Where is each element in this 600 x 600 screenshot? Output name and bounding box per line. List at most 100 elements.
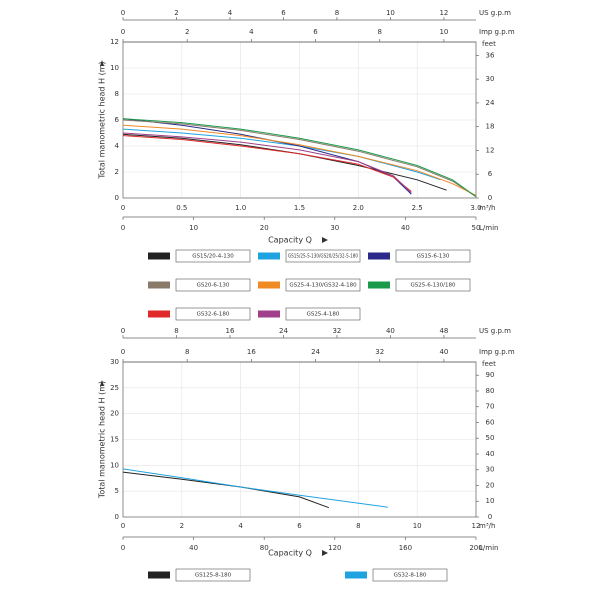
y2-tick-label: 10 <box>486 497 495 505</box>
x-unit: m³/h <box>479 522 495 530</box>
tick-label: 20 <box>260 224 269 232</box>
x-tick-label: 1.5 <box>294 204 305 212</box>
y2-unit: feet <box>482 360 496 368</box>
y2-tick-label: 80 <box>486 387 495 395</box>
x-tick-label: 8 <box>356 522 360 530</box>
y-tick-label: 10 <box>110 461 119 469</box>
tick-label: 32 <box>375 348 384 356</box>
curve <box>122 124 477 196</box>
y-tick-label: 8 <box>115 90 119 98</box>
tick-label: 32 <box>332 327 341 335</box>
y2-tick-label: 12 <box>486 146 495 154</box>
x-tick-label: 12 <box>472 522 481 530</box>
legend-label: GS20-6-130 <box>197 283 230 289</box>
tick-label: 24 <box>311 348 320 356</box>
legend-label: GS32-8-180 <box>394 573 427 579</box>
y-tick-label: 0 <box>115 194 119 202</box>
legend-label: GS15-6-130 <box>417 254 450 260</box>
y-tick-label: 0 <box>115 513 119 521</box>
y-tick-label: 10 <box>110 64 119 72</box>
y2-tick-label: 36 <box>486 51 495 59</box>
y-tick-label: 25 <box>110 384 119 392</box>
legend-box <box>175 249 251 263</box>
y2-tick-label: 90 <box>486 371 495 379</box>
y2-tick-label: 18 <box>486 123 495 131</box>
y-tick-label: 20 <box>110 410 119 418</box>
legend-box <box>285 249 361 263</box>
legend-swatch <box>148 281 170 289</box>
x-tick-label: 2.0 <box>353 204 364 212</box>
legend-swatch <box>258 281 280 289</box>
tick-label: 48 <box>439 327 448 335</box>
y-tick-label: 5 <box>115 487 119 495</box>
axis-unit: US g.p.m <box>479 327 511 335</box>
tick-label: 6 <box>281 9 286 17</box>
tick-label: 2 <box>185 28 189 36</box>
curve <box>122 119 477 198</box>
legend-label: GS25-4-180 <box>307 312 340 318</box>
arrow <box>322 237 328 243</box>
curve <box>122 471 330 509</box>
y2-tick-label: 0 <box>488 194 492 202</box>
arrow <box>322 550 328 556</box>
tick-label: 50 <box>472 224 481 232</box>
x-tick-label: 0.5 <box>176 204 187 212</box>
legend-swatch <box>368 252 390 260</box>
tick-label: 10 <box>386 9 395 17</box>
legend-swatch <box>258 310 280 318</box>
tick-label: 8 <box>335 9 339 17</box>
y-tick-label: 4 <box>115 142 120 150</box>
y-axis-title: Total manometric head H (m) <box>98 61 107 179</box>
x-axis-title: Capacity Q <box>268 236 312 245</box>
curve <box>122 135 412 192</box>
legend-box <box>285 278 361 292</box>
x-axis-title: Capacity Q <box>268 549 312 558</box>
y2-tick-label: 70 <box>486 403 495 411</box>
tick-label: 160 <box>399 544 412 552</box>
y2-unit: feet <box>482 40 496 48</box>
tick-label: 8 <box>377 28 381 36</box>
tick-label: 24 <box>279 327 288 335</box>
tick-label: 0 <box>121 544 125 552</box>
tick-label: 80 <box>260 544 269 552</box>
legend-box <box>372 568 448 582</box>
tick-label: 0 <box>121 327 125 335</box>
legend-label: GS32-6-180 <box>197 312 230 318</box>
y2-tick-label: 40 <box>486 450 495 458</box>
tick-label: 200 <box>469 544 482 552</box>
legend-box <box>395 278 471 292</box>
x-tick-label: 2.5 <box>412 204 423 212</box>
tick-label: 0 <box>121 9 125 17</box>
tick-label: 40 <box>401 224 410 232</box>
y2-tick-label: 20 <box>486 481 495 489</box>
y-tick-label: 2 <box>115 168 119 176</box>
y2-tick-label: 0 <box>488 513 492 521</box>
legend-swatch <box>148 571 170 579</box>
legend-box <box>395 249 471 263</box>
legend-label: GS25-6-130/180 <box>410 283 456 289</box>
arrow <box>100 60 104 66</box>
axis-unit: Imp g.p.m <box>479 348 515 356</box>
y2-tick-label: 6 <box>488 170 493 178</box>
tick-label: 40 <box>386 327 395 335</box>
tick-label: 0 <box>121 348 125 356</box>
x-tick-label: 4 <box>238 522 243 530</box>
x-tick-label: 0 <box>121 204 125 212</box>
tick-label: 12 <box>439 9 448 17</box>
legend-box <box>175 568 251 582</box>
legend-label: GS25-4-130/GS32-4-180 <box>289 283 357 289</box>
legend-swatch <box>345 571 367 579</box>
tick-label: 4 <box>249 28 254 36</box>
x-tick-label: 6 <box>297 522 302 530</box>
y2-tick-label: 24 <box>486 99 495 107</box>
legend-swatch <box>258 252 280 260</box>
tick-label: 10 <box>189 224 198 232</box>
tick-label: 120 <box>328 544 341 552</box>
axis-unit: Imp g.p.m <box>479 28 515 36</box>
axis-unit: L/min <box>479 224 498 232</box>
y-tick-label: 12 <box>110 38 119 46</box>
curve <box>122 468 388 508</box>
x-tick-label: 0 <box>121 522 125 530</box>
tick-label: 40 <box>439 348 448 356</box>
